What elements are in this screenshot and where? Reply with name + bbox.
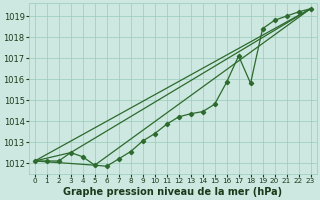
X-axis label: Graphe pression niveau de la mer (hPa): Graphe pression niveau de la mer (hPa) bbox=[63, 187, 282, 197]
